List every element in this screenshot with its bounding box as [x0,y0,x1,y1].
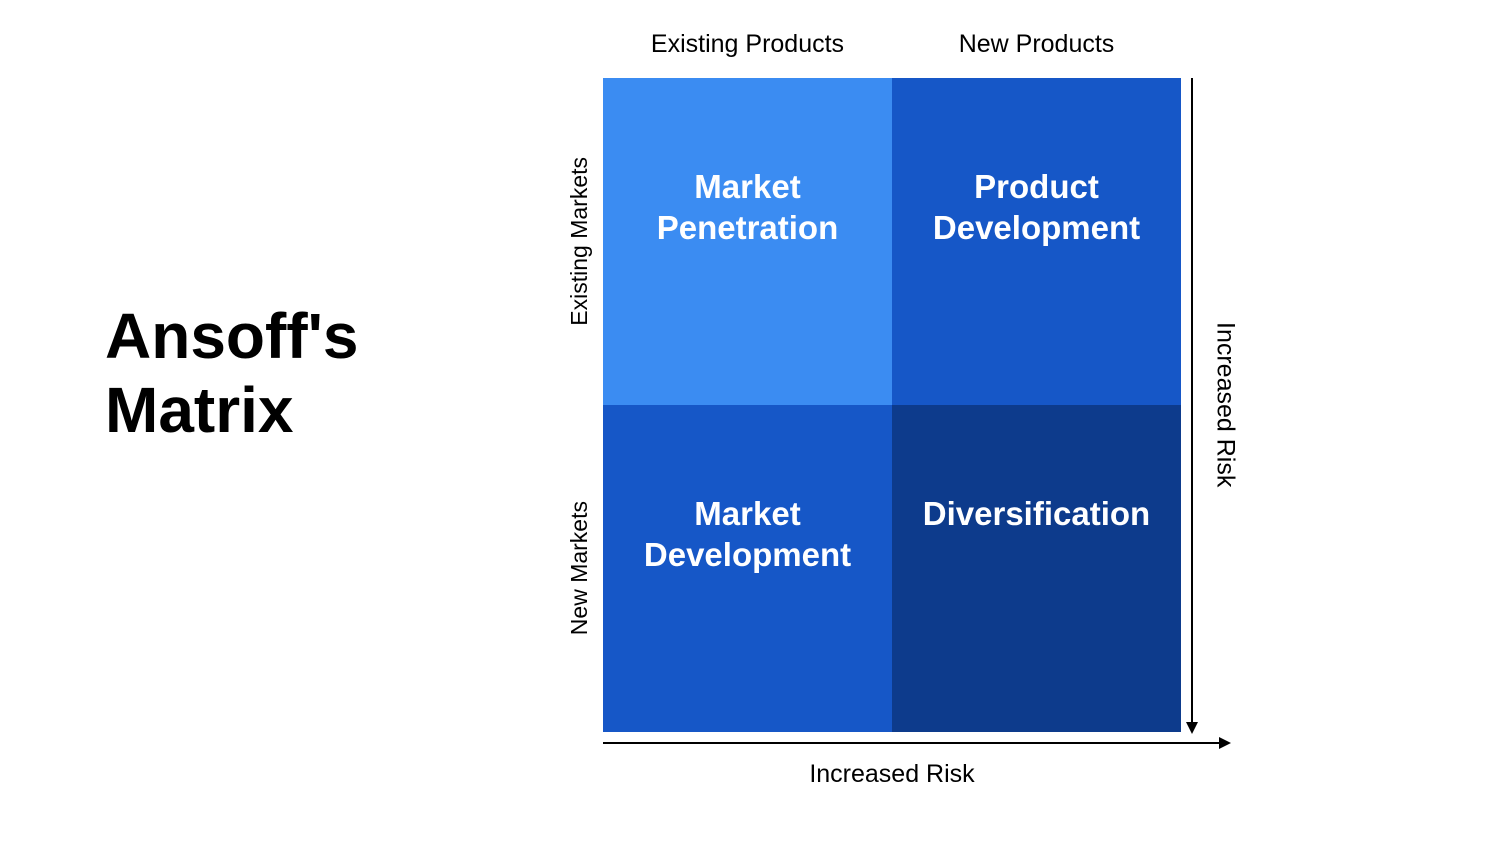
row-label-existing-markets: Existing Markets [555,78,603,405]
cell-diversification: Diversification [892,405,1181,732]
row-label-new-markets: New Markets [555,405,603,732]
column-headers: Existing Products New Products [603,22,1181,70]
diagram-title: Ansoff'sMatrix [105,300,358,447]
cell-market-development: MarketDevelopment [603,405,892,732]
matrix-grid: MarketPenetration ProductDevelopment Mar… [603,78,1181,732]
right-risk-arrow [1191,78,1193,732]
right-arrow-line [1191,78,1193,726]
cell-market-penetration: MarketPenetration [603,78,892,405]
right-arrow-head-icon [1186,722,1198,734]
bottom-risk-arrow [603,742,1231,744]
cell-product-development: ProductDevelopment [892,78,1181,405]
right-axis-label-text: Increased Risk [1211,322,1240,487]
col-header-existing-products: Existing Products [603,22,892,70]
bottom-arrow-line [603,742,1223,744]
bottom-arrow-head-icon [1219,737,1231,749]
right-axis-label: Increased Risk [1203,78,1247,732]
row-labels: Existing Markets New Markets [555,78,603,732]
row-label-existing-markets-text: Existing Markets [566,157,593,326]
cell-diversification-label: Diversification [923,493,1150,534]
row-label-new-markets-text: New Markets [566,501,593,635]
ansoff-matrix-diagram: Ansoff'sMatrix Existing Products New Pro… [0,0,1500,844]
bottom-axis-label: Increased Risk [603,760,1181,789]
cell-product-development-label: ProductDevelopment [933,166,1140,249]
cell-market-penetration-label: MarketPenetration [657,166,839,249]
cell-market-development-label: MarketDevelopment [644,493,851,576]
matrix-area: Existing Products New Products Existing … [555,22,1305,812]
col-header-new-products: New Products [892,22,1181,70]
